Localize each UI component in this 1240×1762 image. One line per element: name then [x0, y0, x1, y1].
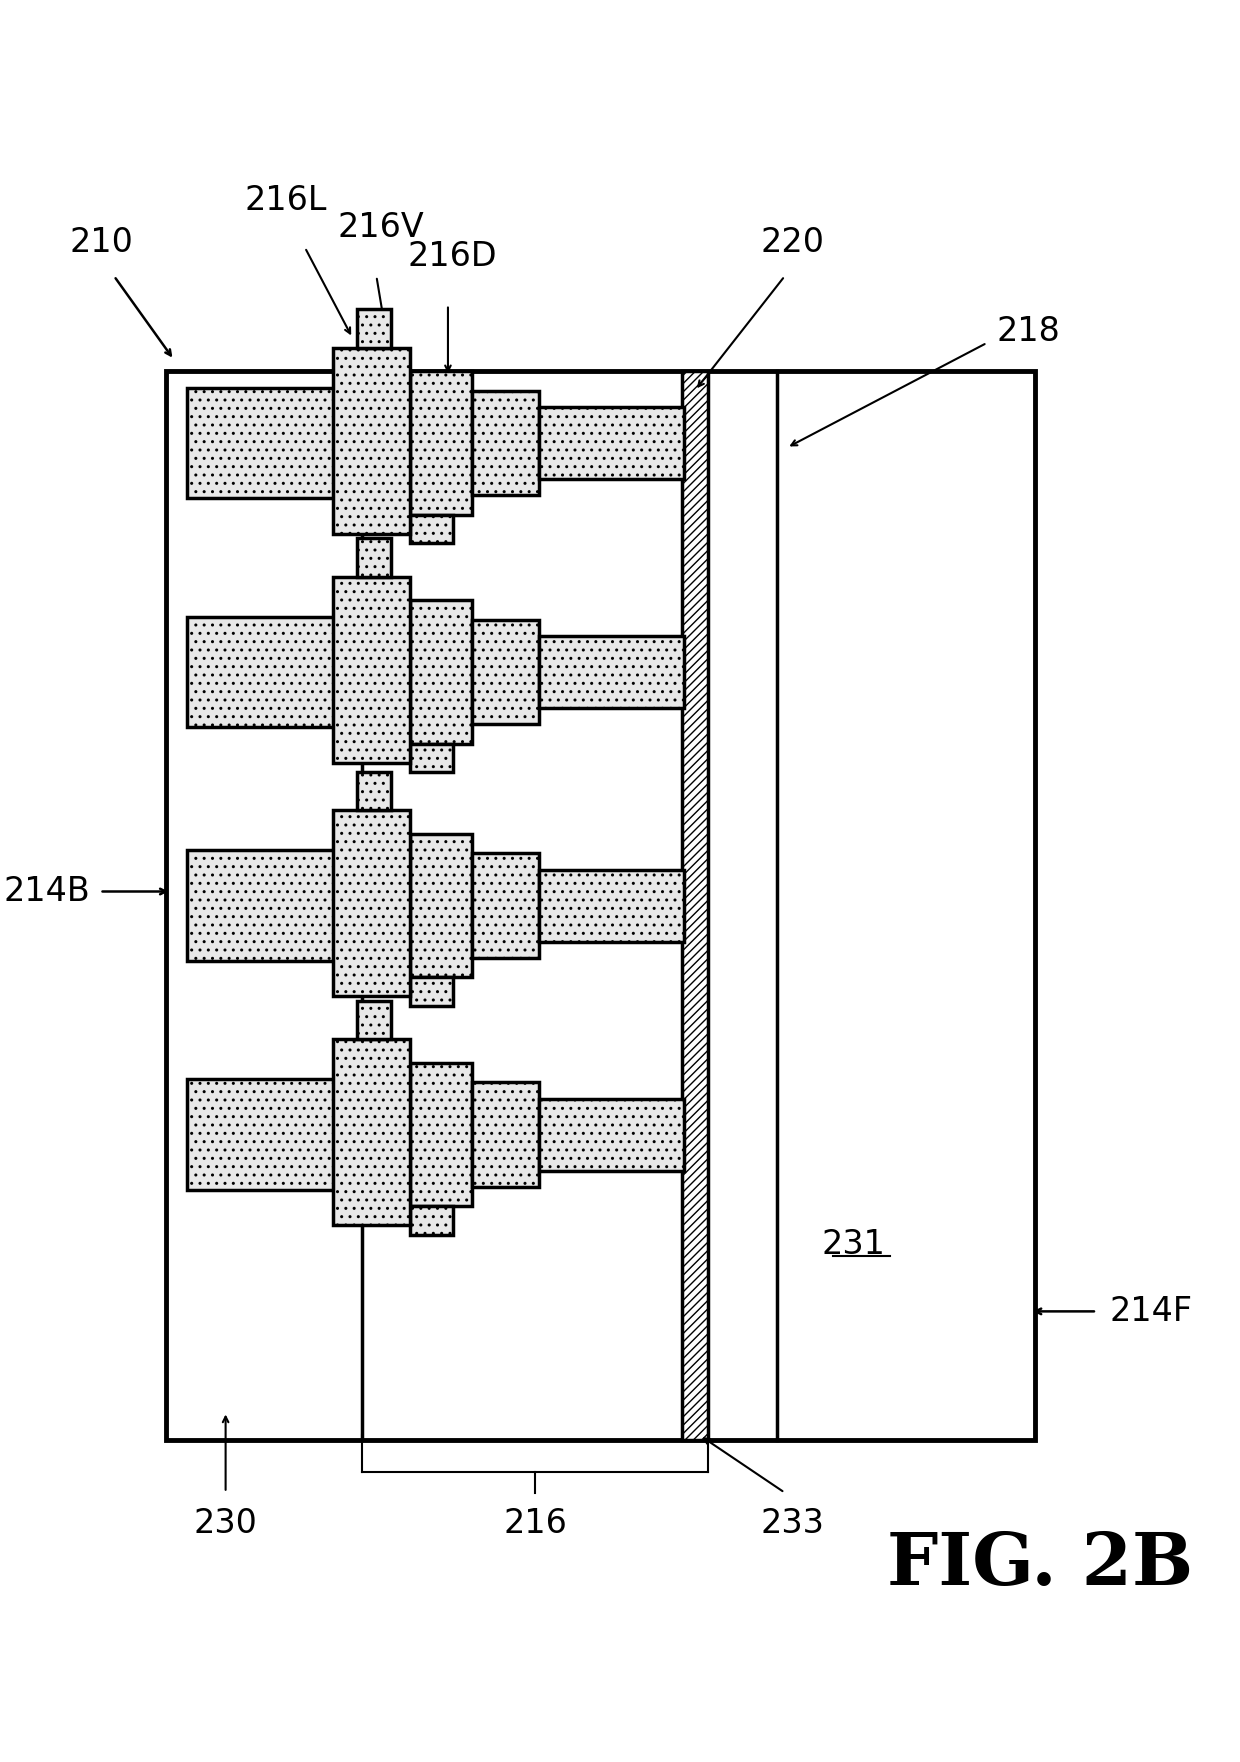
Bar [409, 1062, 471, 1207]
Text: 230: 230 [193, 1507, 258, 1540]
Bar [334, 347, 409, 534]
Bar [166, 372, 1035, 1440]
Bar [538, 407, 683, 479]
Text: 220: 220 [760, 226, 825, 259]
Bar [538, 870, 683, 943]
Bar [682, 372, 708, 1440]
Bar [471, 391, 538, 495]
Bar [334, 811, 409, 997]
Text: 216V: 216V [337, 211, 424, 245]
Bar [187, 388, 379, 499]
Bar [471, 1082, 538, 1188]
Bar [334, 1040, 409, 1226]
Text: 216: 216 [503, 1507, 567, 1540]
Bar [357, 539, 391, 576]
Bar [409, 515, 453, 543]
Bar [357, 1001, 391, 1040]
Bar [409, 833, 471, 978]
Text: FIG. 2B: FIG. 2B [887, 1529, 1193, 1600]
Bar [409, 1207, 453, 1235]
Text: 214B: 214B [4, 876, 91, 907]
Bar [334, 576, 409, 763]
Text: 212: 212 [229, 876, 294, 907]
Text: 233: 233 [760, 1507, 825, 1540]
Bar [409, 744, 453, 772]
Text: 231: 231 [822, 1228, 885, 1262]
Bar [409, 372, 471, 515]
Bar [471, 620, 538, 724]
Bar [538, 636, 683, 708]
Bar [471, 853, 538, 959]
Text: 214F: 214F [1110, 1295, 1193, 1329]
Bar [357, 772, 391, 811]
Text: 218: 218 [997, 315, 1060, 347]
Text: 210: 210 [69, 226, 134, 259]
Bar [187, 1080, 379, 1189]
Bar [187, 617, 379, 728]
Bar [538, 1098, 683, 1172]
Text: 216L: 216L [244, 183, 327, 217]
Bar [409, 601, 471, 744]
Bar [409, 978, 453, 1006]
Bar [187, 851, 379, 960]
Text: 216D: 216D [408, 240, 497, 273]
Bar [357, 310, 391, 347]
